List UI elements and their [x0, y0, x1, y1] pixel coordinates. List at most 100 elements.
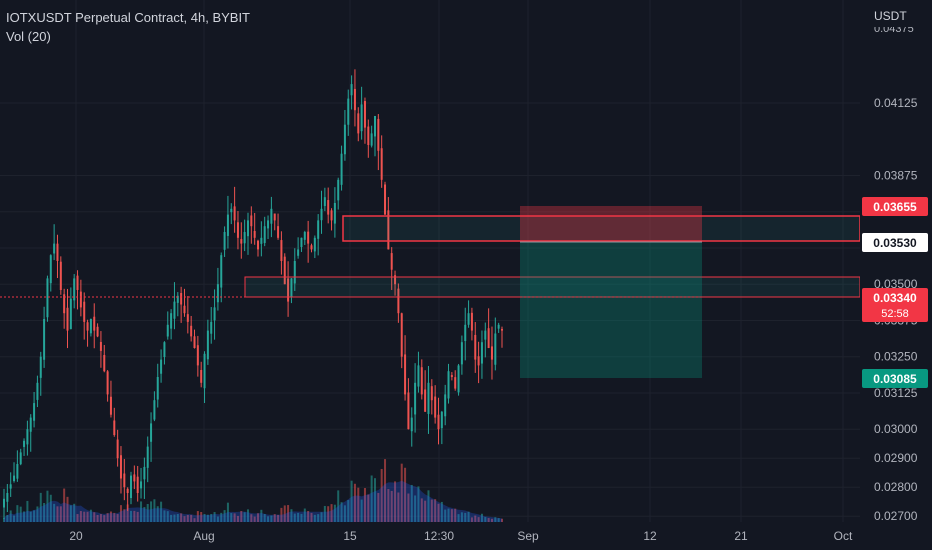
symbol-title[interactable]: IOTXUSDT Perpetual Contract, 4h, BYBIT: [6, 10, 251, 25]
volume-bar: [290, 509, 293, 522]
volume-bar: [53, 503, 56, 522]
position-risk-area[interactable]: [520, 206, 702, 242]
volume-bar: [119, 505, 122, 522]
candle-body: [377, 118, 380, 151]
volume-bar: [470, 517, 473, 522]
candle-body: [96, 326, 99, 337]
candle-body: [484, 330, 487, 340]
volume-bar: [427, 490, 430, 522]
volume-ma-area: [4, 480, 502, 522]
candle-body: [270, 208, 273, 224]
candle-body: [490, 346, 493, 360]
price-axis[interactable]: [860, 0, 932, 550]
supply-zone-upper[interactable]: [342, 215, 861, 242]
volume-bar: [490, 518, 493, 522]
target-price-label: 0.03085: [873, 372, 917, 386]
volume-bar: [460, 512, 463, 522]
candle-body: [320, 208, 323, 221]
volume-bar: [6, 515, 9, 522]
volume-bar: [454, 508, 457, 522]
volume-bar: [9, 510, 12, 522]
volume-bar: [437, 503, 440, 522]
volume-bar: [417, 486, 420, 522]
candle-body: [290, 278, 293, 297]
volume-bar: [494, 517, 497, 522]
candle-body: [353, 88, 356, 111]
volume-bar: [487, 518, 490, 522]
volume-bar: [280, 507, 283, 522]
volume-bar: [113, 512, 116, 522]
candle-body: [116, 439, 119, 459]
volume-bar: [180, 513, 183, 522]
candle-body: [273, 213, 276, 221]
volume-indicator-label[interactable]: Vol (20): [6, 29, 51, 44]
volume-bar: [267, 516, 270, 522]
candle-body: [130, 475, 133, 499]
volume-bar: [360, 499, 363, 522]
candle-body: [487, 328, 490, 348]
volume-bar: [337, 490, 340, 522]
candle-body: [136, 476, 139, 493]
candle-body: [260, 237, 263, 244]
candle-body: [310, 245, 313, 250]
symbol-row[interactable]: IOTXUSDT Perpetual Contract, 4h, BYBIT: [6, 8, 250, 27]
time-tick-label: 21: [734, 529, 748, 543]
volume-bar: [313, 514, 316, 522]
candle-body: [126, 488, 129, 493]
volume-bar: [126, 504, 129, 522]
volume-bar: [246, 509, 249, 522]
volume-bars: [2, 459, 504, 522]
volume-bar: [414, 495, 417, 522]
candlesticks: [2, 69, 504, 519]
price-axis-currency[interactable]: USDT: [874, 9, 907, 23]
candle-body: [36, 382, 39, 400]
candle-body: [200, 369, 203, 383]
candle-body: [407, 392, 410, 430]
candle-body: [447, 371, 450, 399]
candle-body: [86, 322, 89, 331]
volume-bar: [196, 511, 199, 522]
candle-body: [216, 284, 219, 303]
volume-bar: [303, 508, 306, 522]
volume-bar: [143, 507, 146, 522]
volume-bar: [206, 514, 209, 522]
volume-bar: [367, 494, 370, 522]
time-axis[interactable]: [0, 522, 860, 550]
candle-body: [380, 148, 383, 180]
candle-body: [460, 342, 463, 365]
current-price-label: 0.03340: [873, 291, 917, 305]
volume-bar: [213, 512, 216, 522]
candle-body: [474, 334, 477, 360]
candle-body: [300, 237, 303, 247]
price-tick-label: 0.03250: [874, 350, 918, 364]
candle-body: [99, 341, 102, 351]
volume-bar: [400, 463, 403, 522]
candle-body: [373, 116, 376, 137]
candle-body: [437, 414, 440, 430]
candle-body: [327, 200, 330, 215]
entry-price-label: 0.03530: [873, 236, 917, 250]
volume-bar: [39, 492, 42, 522]
candle-body: [83, 301, 86, 322]
volume-bar: [353, 483, 356, 522]
volume-bar: [96, 514, 99, 522]
candle-body: [494, 333, 497, 365]
candle-body: [267, 220, 270, 229]
candle-body: [307, 231, 310, 244]
price-tick-label: 0.02700: [874, 509, 918, 523]
position-reward-area[interactable]: [520, 242, 702, 378]
volume-bar: [16, 505, 19, 522]
volume-bar: [373, 478, 376, 522]
candle-body: [457, 365, 460, 393]
time-tick-label: Aug: [193, 529, 214, 543]
candle-body: [430, 386, 433, 401]
candle-body: [13, 475, 16, 482]
candle-body: [29, 417, 32, 432]
volume-bar: [89, 509, 92, 522]
candle-body: [287, 278, 290, 302]
candle-body: [69, 298, 72, 329]
volume-bar: [136, 511, 139, 522]
price-tick-label: 0.02900: [874, 451, 918, 465]
candle-body: [467, 313, 470, 325]
